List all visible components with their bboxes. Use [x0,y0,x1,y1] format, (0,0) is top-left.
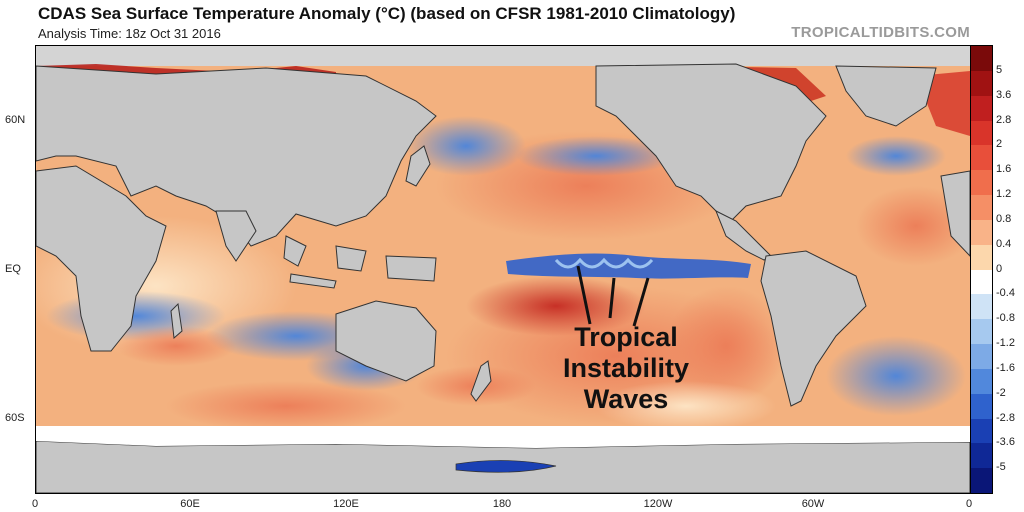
sst-anomaly-map [35,45,971,494]
annotation-line: Instability [562,353,690,383]
colorbar-segment [971,319,992,345]
colorbar-label: 2.8 [996,113,1012,126]
x-tick-0-right: 0 [965,498,973,510]
analysis-time: Analysis Time: 18z Oct 31 2016 [38,26,221,41]
x-tick-60e: 60E [180,498,200,510]
colorbar-label: -2 [996,386,1006,399]
annotation-pointers [576,265,650,327]
colorbar-label: 0.4 [996,237,1012,250]
landmasses [36,63,970,407]
colorbar-segment [971,468,992,493]
colorbar-label: 0.8 [996,212,1012,225]
africa-west-edge [940,170,970,257]
greenland [835,65,937,127]
australia [335,300,437,382]
colorbar-label: -0.4 [996,287,1015,300]
colorbar-segment [971,344,992,370]
colorbar-label: 1.2 [996,188,1012,200]
colorbar-label: -0.8 [996,312,1015,325]
colorbar-label: -3.6 [996,436,1015,449]
colorbar-segment [971,244,992,271]
x-tick-120e: 120E [333,498,359,510]
colorbar-segment [971,170,992,196]
x-tick-0: 0 [31,498,39,510]
colorbar-label: 2 [996,138,1003,151]
colorbar-label: -1.6 [996,361,1015,374]
eurasia [36,65,437,247]
colorbar-segment [971,145,992,172]
x-tick-60w: 60W [801,498,825,510]
colorbar-segment [971,368,992,395]
annotation-line: Tropical [574,322,678,352]
y-tick-eq: EQ [5,263,21,275]
y-tick-60n: 60N [5,114,26,126]
colorbar-segment [971,46,992,72]
colorbar-label: 1.6 [996,163,1012,176]
colorbar-segment [971,393,992,420]
colorbar-segment [971,195,992,221]
colorbar-segment [971,418,992,445]
south-america [760,250,867,407]
colorbar-label: -2.8 [996,411,1015,424]
colorbar-segment [971,219,992,246]
india [215,210,257,262]
colorbar-label: 5 [996,63,1003,76]
chart-title: CDAS Sea Surface Temperature Anomaly (°C… [38,4,736,23]
equatorial-cold-tongue [506,253,751,279]
y-tick-60s: 60S [5,412,25,424]
new-zealand [470,360,492,402]
colorbar-label: -1.2 [996,337,1015,349]
tropical-instability-waves-label: Tropical Instability Waves [556,322,696,415]
map-canvas [36,46,970,493]
colorbar-label: 3.6 [996,88,1012,101]
colorbar-segment [971,95,992,122]
colorbar-label: -5 [996,461,1006,474]
colorbar-segment [971,443,992,470]
x-tick-180: 180 [492,498,512,510]
colorbar-segment [971,70,992,97]
x-tick-120w: 120W [643,498,673,510]
colorbar-label: 0 [996,262,1003,275]
colorbar [970,45,993,494]
colorbar-segment [971,294,992,321]
madagascar [170,302,183,340]
brand-watermark: TROPICALTIDBITS.COM [791,24,970,41]
colorbar-segment [971,120,992,147]
africa [36,165,167,352]
colorbar-segment [971,269,992,296]
japan [405,145,431,187]
annotation-line: Waves [583,384,669,414]
